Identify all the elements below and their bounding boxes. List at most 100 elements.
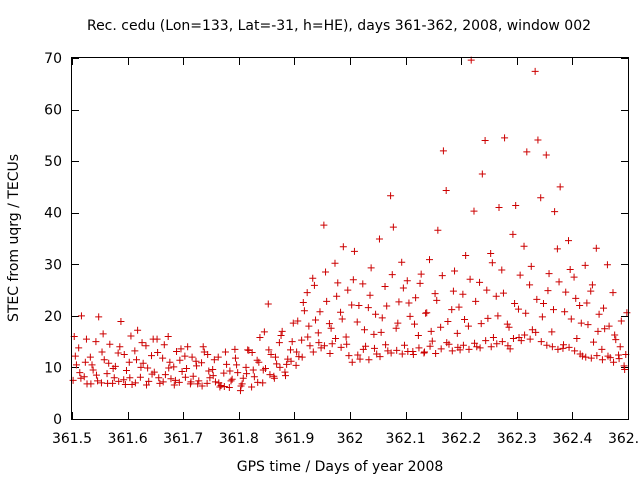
- axis-tick-labels: 361.5 361.6 361.7 361.8 361.9 362 362.1 362.2 36…: [44, 51, 640, 447]
- data-point: [514, 305, 522, 313]
- data-point: [576, 302, 584, 310]
- data-point: [395, 298, 403, 306]
- data-point: [600, 304, 608, 312]
- data-point: [461, 315, 469, 323]
- data-point: [165, 364, 173, 372]
- data-point: [378, 314, 386, 322]
- data-point: [148, 370, 156, 378]
- y-tick-label: 70: [44, 51, 62, 67]
- data-point: [372, 310, 380, 318]
- data-point: [205, 367, 213, 375]
- x-tick-label: 361.6: [108, 431, 148, 447]
- data-point: [177, 345, 185, 353]
- data-point: [328, 340, 336, 348]
- data-point: [539, 299, 547, 307]
- x-tick-label: 362.1: [386, 431, 426, 447]
- data-point: [295, 353, 303, 361]
- data-point: [87, 380, 95, 388]
- data-point: [231, 354, 239, 362]
- data-point: [281, 368, 289, 376]
- data-point: [310, 281, 318, 289]
- data-point: [511, 299, 519, 307]
- data-point: [601, 325, 609, 333]
- data-point: [532, 328, 540, 336]
- data-point: [159, 378, 167, 386]
- x-tick-label: 361.7: [163, 431, 203, 447]
- data-point: [173, 347, 181, 355]
- data-point: [466, 275, 474, 283]
- data-point: [92, 338, 100, 346]
- data-point: [116, 343, 124, 351]
- data-point: [259, 366, 267, 374]
- data-point: [387, 192, 395, 200]
- data-point: [420, 349, 428, 357]
- data-point: [309, 348, 317, 356]
- data-point: [221, 348, 229, 356]
- data-point: [548, 328, 556, 336]
- data-point: [254, 378, 262, 386]
- data-point: [582, 353, 590, 361]
- data-point: [611, 331, 619, 339]
- y-tick-label: 50: [44, 154, 62, 170]
- data-point: [305, 322, 313, 330]
- data-point: [576, 350, 584, 358]
- data-point: [423, 309, 431, 317]
- data-point: [398, 258, 406, 266]
- x-tick-label: 362.4: [552, 431, 592, 447]
- data-point: [149, 335, 157, 343]
- data-point: [370, 344, 378, 352]
- data-point: [421, 348, 429, 356]
- data-point: [282, 372, 290, 380]
- data-point: [462, 252, 470, 260]
- data-point: [515, 334, 523, 342]
- x-tick-label: 361.8: [219, 431, 259, 447]
- data-point: [355, 302, 363, 310]
- data-point: [473, 343, 481, 351]
- data-point: [160, 341, 168, 349]
- y-tick-label: 60: [44, 103, 62, 119]
- data-point: [544, 287, 552, 295]
- data-point: [77, 374, 85, 382]
- data-point: [537, 194, 545, 202]
- data-point: [266, 371, 274, 379]
- data-point: [120, 376, 128, 384]
- data-point: [488, 259, 496, 267]
- data-point: [587, 287, 595, 295]
- data-point: [538, 313, 546, 321]
- data-point: [520, 242, 528, 250]
- data-point: [398, 350, 406, 358]
- data-point: [226, 367, 234, 375]
- data-point: [277, 331, 285, 339]
- data-point: [170, 381, 178, 389]
- data-point: [345, 352, 353, 360]
- data-point: [138, 339, 146, 347]
- data-point: [459, 290, 467, 298]
- data-point: [69, 376, 77, 384]
- data-point: [567, 315, 575, 323]
- data-point: [287, 346, 295, 354]
- data-point: [271, 353, 279, 361]
- data-point: [571, 347, 579, 355]
- data-point: [131, 347, 139, 355]
- data-point: [434, 226, 442, 234]
- data-point: [481, 137, 489, 145]
- data-point: [239, 374, 247, 382]
- data-point: [549, 306, 557, 314]
- data-point: [409, 351, 417, 359]
- data-point: [516, 271, 524, 279]
- data-point: [581, 261, 589, 269]
- x-axis-label: GPS time / Days of year 2008: [237, 459, 444, 475]
- data-point: [76, 369, 84, 377]
- data-point: [556, 183, 564, 191]
- data-point: [104, 379, 112, 387]
- data-point: [437, 345, 445, 353]
- data-point: [359, 280, 367, 288]
- data-point: [192, 357, 200, 365]
- data-point: [337, 308, 345, 316]
- data-point: [343, 340, 351, 348]
- data-point: [616, 343, 624, 351]
- data-point: [509, 335, 517, 343]
- data-point: [270, 374, 278, 382]
- data-point: [598, 345, 606, 353]
- data-point: [293, 348, 301, 356]
